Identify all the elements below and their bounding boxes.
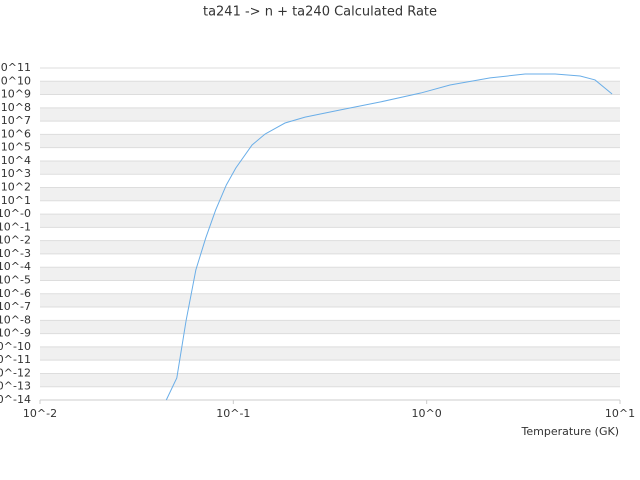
grid-band	[40, 107, 620, 122]
y-tick-label: 10^-0	[0, 207, 31, 220]
y-tick-label: 10^1	[1, 194, 31, 207]
y-tick-label: 10^-14	[0, 393, 31, 406]
grid-band	[40, 293, 620, 308]
y-tick-label: 10^-2	[0, 234, 31, 247]
y-tick-label: 10^-5	[0, 273, 31, 286]
x-axis-label: Temperature (GK)	[521, 425, 620, 438]
y-tick-label: 10^6	[1, 127, 31, 140]
y-tick-label: 10^-6	[0, 287, 31, 300]
y-tick-label: 10^-4	[0, 260, 31, 273]
grid-band	[40, 214, 620, 228]
y-tick-label: 10^3	[1, 167, 31, 180]
grid-band	[40, 134, 620, 148]
y-tick-label: 10^7	[1, 114, 31, 127]
x-tick-label: 10^-1	[216, 407, 250, 420]
grid-band	[40, 240, 620, 254]
y-tick-label: 10^9	[1, 88, 31, 101]
grid-band	[40, 187, 620, 201]
y-tick-label: 10^-3	[0, 247, 31, 260]
y-tick-label: 10^4	[1, 154, 31, 167]
grid-band	[40, 81, 620, 95]
series-line	[165, 73, 613, 401]
chart-title: ta241 -> n + ta240 Calculated Rate	[203, 5, 437, 20]
grid-band	[40, 267, 620, 281]
x-tick-label: 10^1	[605, 407, 635, 420]
x-tick-label: 10^-2	[23, 407, 57, 420]
grid-band	[40, 373, 620, 387]
y-tick-label: 10^2	[1, 181, 31, 194]
y-tick-label: 10^-7	[0, 300, 31, 313]
y-tick-label: 10^10	[0, 74, 31, 87]
y-tick-label: 10^-8	[0, 313, 31, 326]
grid-band	[40, 160, 620, 175]
y-tick-label: 10^-13	[0, 380, 31, 393]
y-tick-label: 10^-9	[0, 327, 31, 340]
y-tick-label: 10^11	[0, 61, 31, 74]
y-tick-label: 10^-1	[0, 220, 31, 233]
y-tick-label: 10^8	[1, 101, 31, 114]
grid-band	[40, 320, 620, 334]
y-tick-label: 10^-12	[0, 366, 31, 379]
y-tick-label: 10^5	[1, 141, 31, 154]
x-tick-label: 10^0	[412, 407, 442, 420]
y-tick-label: 10^-10	[0, 340, 31, 353]
grid-band	[40, 346, 620, 361]
y-tick-label: 10^-11	[0, 353, 31, 366]
